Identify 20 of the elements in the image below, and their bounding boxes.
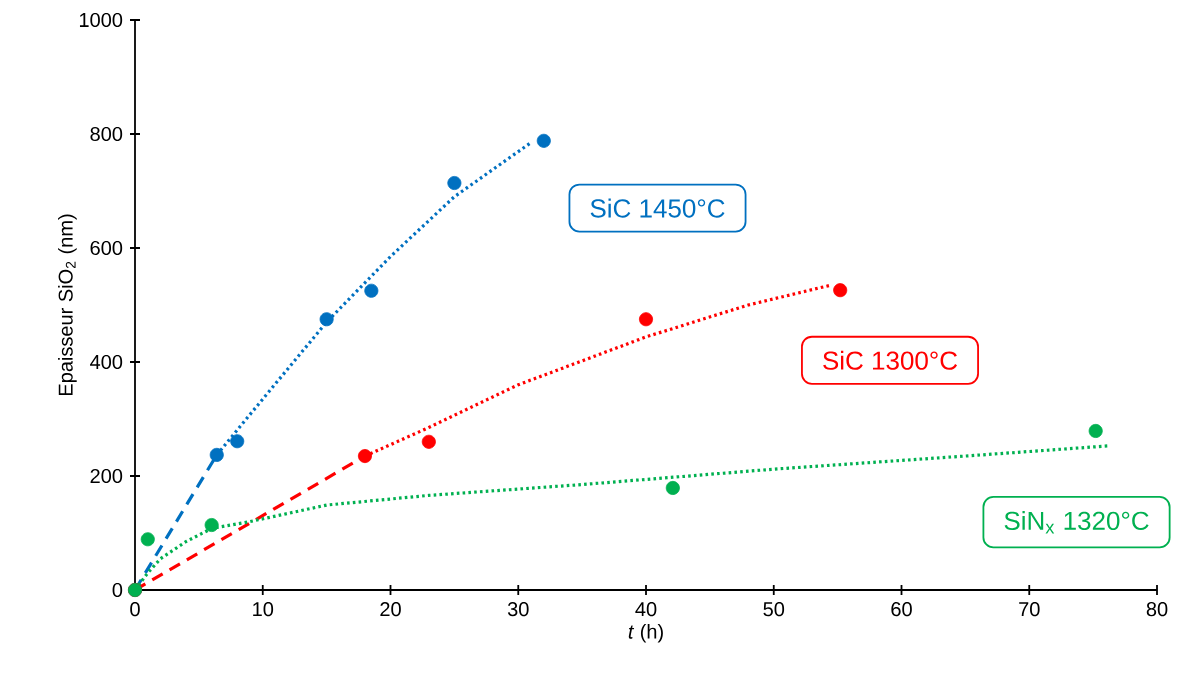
x-tick-label: 50 [763, 602, 785, 617]
y-tick-label: 800 [90, 126, 123, 142]
x-tick-label: 0 [130, 602, 140, 617]
x-tick-label: 80 [1146, 602, 1168, 617]
x-tick-label: 10 [253, 602, 274, 617]
x-tick-label: 70 [1019, 602, 1040, 617]
y-tick-label: 200 [90, 468, 123, 484]
y-tick-label: 400 [90, 354, 123, 370]
y-tick-label: 1000 [79, 12, 123, 28]
x-axis-title: t (h) [628, 623, 663, 643]
x-tick-label: 30 [507, 602, 529, 617]
legend-label: SiN$_{x}$ 1320°C [1004, 510, 1149, 534]
legend-label: SiC 1300°C [823, 350, 958, 370]
x-tick-label: 40 [635, 602, 657, 617]
x-tick-label: 60 [891, 602, 912, 617]
legend-label: SiC 1450°C [590, 198, 725, 218]
y-tick-label: 0 [112, 582, 123, 598]
x-tick-label: 20 [380, 602, 401, 617]
y-tick-label: 600 [90, 240, 123, 256]
y-axis-title: Epaisseur SiO$_{2}$ (nm) [58, 214, 77, 396]
